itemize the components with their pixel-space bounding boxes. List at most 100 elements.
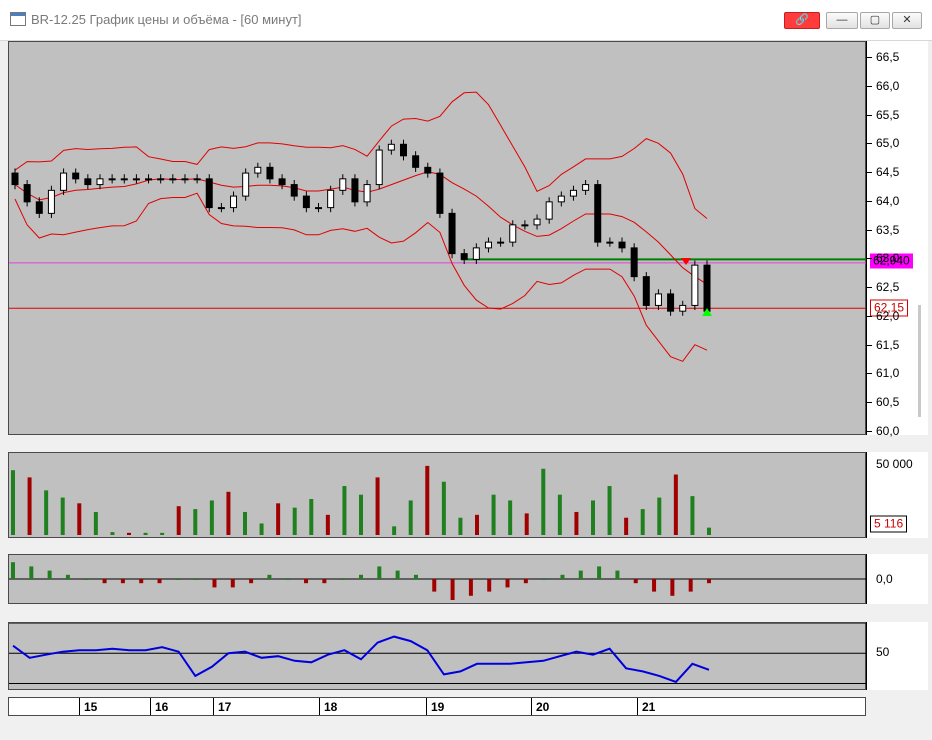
candle-body bbox=[399, 143, 407, 157]
candle-body bbox=[108, 178, 116, 181]
candle-body bbox=[315, 207, 323, 210]
candle-body bbox=[679, 304, 687, 312]
candle bbox=[509, 220, 517, 247]
volume-bar bbox=[44, 490, 49, 535]
volume-bar bbox=[524, 513, 529, 535]
volume-bar bbox=[557, 494, 562, 535]
candle-body bbox=[375, 149, 383, 186]
candle bbox=[363, 179, 371, 207]
price-tick-mark bbox=[867, 57, 872, 58]
rsi-pane[interactable] bbox=[8, 622, 867, 690]
candle bbox=[302, 191, 310, 213]
candle-body bbox=[606, 241, 614, 244]
oscillator-bar bbox=[377, 566, 382, 579]
candle bbox=[181, 174, 189, 184]
price-axis[interactable]: 62,940 62,15 66,5 66,0 65,5 65,0 64,5 64,0 63,… bbox=[866, 41, 928, 438]
volume-bar bbox=[425, 465, 430, 535]
candle bbox=[424, 162, 432, 178]
oscillator-bar bbox=[450, 579, 455, 600]
price-chart-pane[interactable] bbox=[8, 41, 867, 435]
candle bbox=[205, 174, 213, 213]
candle bbox=[375, 145, 383, 190]
candle-body bbox=[23, 184, 31, 203]
oscillator-bar bbox=[47, 570, 52, 579]
oscillator-bar bbox=[212, 579, 217, 588]
price-tick-mark bbox=[867, 85, 872, 87]
day-separator bbox=[213, 698, 214, 715]
oscillator-bar bbox=[84, 579, 89, 580]
candle-body bbox=[582, 184, 590, 191]
oscillator-bar bbox=[487, 579, 492, 592]
candle-body bbox=[302, 195, 310, 209]
candle bbox=[667, 289, 675, 316]
volume-bar bbox=[359, 494, 363, 535]
candle-body bbox=[594, 184, 602, 243]
oscillator-bar bbox=[322, 579, 327, 584]
volume-bar bbox=[276, 503, 281, 535]
volume-bar bbox=[657, 497, 662, 535]
candle bbox=[193, 174, 201, 184]
volume-bar bbox=[392, 526, 397, 535]
oscillator-bar bbox=[542, 579, 547, 580]
minimize-button[interactable]: — bbox=[826, 12, 858, 29]
candle bbox=[412, 151, 420, 172]
close-button[interactable]: ✕ bbox=[892, 12, 922, 29]
candle-body bbox=[412, 155, 420, 168]
price-tick-mark bbox=[867, 258, 872, 260]
time-axis[interactable]: 15 16 17 18 19 20 21 bbox=[8, 697, 866, 716]
day-label: 20 bbox=[536, 700, 550, 714]
oscillator-chart bbox=[9, 562, 867, 600]
oscillator-bar bbox=[633, 579, 638, 584]
oscillator-bar bbox=[249, 579, 254, 584]
candle-body bbox=[387, 143, 395, 151]
chart-window-icon bbox=[10, 12, 26, 26]
volume-tick-50000: 50 000 bbox=[876, 457, 913, 471]
candle bbox=[606, 237, 614, 247]
volume-bar bbox=[292, 507, 297, 535]
day-separator bbox=[79, 698, 80, 715]
candle bbox=[339, 174, 347, 195]
oscillator-bar bbox=[597, 566, 602, 579]
volume-pane[interactable] bbox=[8, 452, 866, 538]
candle-body bbox=[290, 184, 298, 197]
candle-body bbox=[120, 178, 128, 181]
candle bbox=[460, 249, 468, 264]
candle bbox=[23, 179, 31, 207]
candle bbox=[472, 243, 480, 264]
candle bbox=[582, 179, 590, 195]
candle bbox=[557, 191, 565, 207]
volume-bar bbox=[375, 477, 380, 535]
volume-bar bbox=[160, 532, 165, 535]
candle bbox=[594, 179, 602, 247]
oscillator-bar bbox=[157, 579, 162, 584]
buy-marker-icon bbox=[702, 308, 712, 316]
restore-button[interactable]: ▢ bbox=[860, 12, 890, 29]
day-label: 15 bbox=[84, 700, 98, 714]
oscillator-pane[interactable] bbox=[8, 554, 867, 604]
oscillator-tick-zero: 0,0 bbox=[876, 572, 893, 586]
rsi-axis[interactable]: 50 bbox=[866, 622, 928, 690]
candle-body bbox=[484, 241, 492, 249]
oscillator-bar bbox=[505, 579, 510, 588]
candle bbox=[618, 237, 626, 253]
day-label: 18 bbox=[324, 700, 338, 714]
volume-bar bbox=[325, 514, 330, 535]
volume-bar bbox=[408, 500, 413, 535]
price-tick-label: 61,5 bbox=[876, 337, 900, 352]
candle bbox=[157, 174, 165, 184]
candle bbox=[315, 202, 323, 213]
candle bbox=[278, 174, 286, 190]
candle-body bbox=[545, 201, 553, 220]
price-tick-label: 61,0 bbox=[876, 366, 900, 381]
candle-body bbox=[521, 224, 529, 227]
link-button[interactable]: 🔗 bbox=[784, 12, 820, 29]
oscillator-axis[interactable]: 0,0 bbox=[866, 554, 928, 604]
vertical-scrollbar[interactable] bbox=[918, 305, 921, 417]
oscillator-bar bbox=[285, 579, 290, 580]
candle-body bbox=[254, 166, 262, 174]
price-tick-mark bbox=[867, 287, 872, 289]
candle bbox=[545, 197, 553, 224]
oscillator-bar bbox=[707, 579, 711, 584]
volume-axis[interactable]: 50 000 5 116 bbox=[866, 452, 928, 538]
candle-body bbox=[618, 241, 626, 249]
